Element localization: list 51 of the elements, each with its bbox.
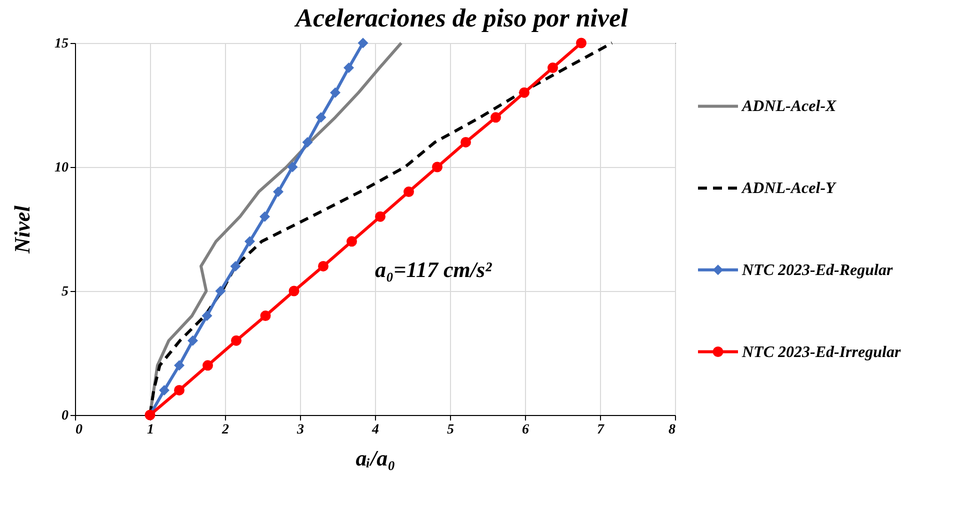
point <box>519 87 530 98</box>
point <box>344 62 354 74</box>
legend-label: NTC 2023-Ed-Irregular <box>741 344 902 361</box>
point <box>174 360 184 371</box>
x-tick-label: 8 <box>668 422 676 438</box>
y-axis-title: Nivel <box>10 204 34 254</box>
x-tick-label: 7 <box>597 422 605 438</box>
legend-label: ADNL-Acel-Y <box>741 180 837 198</box>
point <box>375 211 386 222</box>
point <box>330 87 340 98</box>
y-tick-label: 5 <box>62 284 68 300</box>
point <box>460 136 471 148</box>
x-tick-label: 3 <box>296 422 304 438</box>
point <box>302 136 313 148</box>
annotation: a₀=117 cm/s² <box>375 256 492 282</box>
point <box>358 38 368 48</box>
x-tick-label: 4 <box>371 422 379 438</box>
point <box>548 62 558 74</box>
y-tick-label: 15 <box>54 36 68 52</box>
point <box>260 310 271 322</box>
point <box>188 335 198 346</box>
point <box>318 260 328 272</box>
legend-label: ADNL-Acel-X <box>741 98 837 116</box>
x-tick-label: 6 <box>522 422 529 438</box>
x-tick-label: 2 <box>221 422 229 438</box>
point <box>287 162 298 172</box>
point <box>244 236 255 247</box>
point <box>432 162 442 172</box>
point <box>230 260 241 272</box>
point <box>404 186 414 198</box>
point <box>576 38 586 48</box>
point <box>215 286 226 296</box>
point <box>202 310 212 322</box>
x-tick-label: 0 <box>76 422 82 438</box>
point <box>346 236 357 247</box>
x-axis-title: aᵢ/a₀ <box>356 446 396 470</box>
y-tick-label: 10 <box>54 160 68 176</box>
point <box>490 112 501 123</box>
point <box>260 211 270 222</box>
y-tick-label: 0 <box>62 408 68 424</box>
legend-label: NTC 2023-Ed-Regular <box>741 262 894 279</box>
chart-title: Aceleraciones de piso por nivel <box>294 4 629 32</box>
x-tick-label: 5 <box>447 422 454 438</box>
x-tick-label: 1 <box>147 422 154 438</box>
point <box>159 384 170 396</box>
point <box>273 186 284 198</box>
point <box>316 112 326 123</box>
point <box>174 384 184 396</box>
point <box>202 360 213 371</box>
point <box>231 335 242 346</box>
point <box>288 286 300 296</box>
